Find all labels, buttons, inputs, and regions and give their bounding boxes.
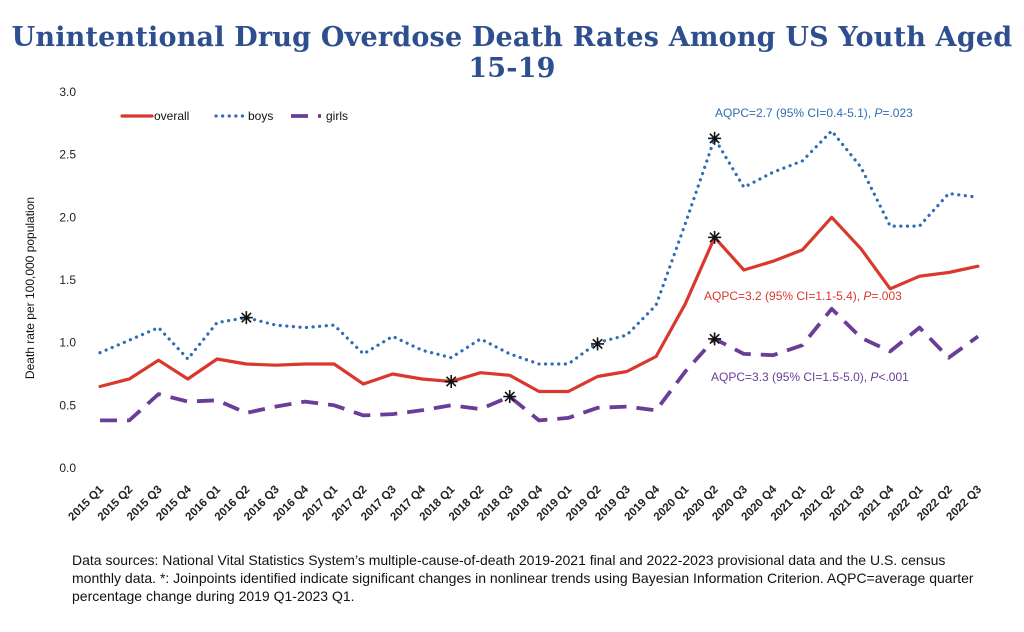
y-tick-label: 2.5 [59,148,76,162]
legend-label: girls [326,109,348,123]
joinpoint-marker [708,332,722,346]
footnote: Data sources: National Vital Statistics … [72,552,974,604]
joinpoint-marker [708,230,722,244]
y-tick-label: 1.0 [59,336,76,350]
joinpoint-marker [503,390,517,404]
y-tick-label: 0.0 [59,461,76,475]
legend-label: overall [154,109,189,123]
y-tick-label: 1.5 [59,273,76,287]
aqpc-annotation-boys: AQPC=2.7 (95% CI=0.4-5.1), P=.023 [715,106,913,120]
series-line-overall [98,215,980,394]
series-line-boys [98,129,980,366]
aqpc-annotation-girls: AQPC=3.3 (95% CI=1.5-5.0), P<.001 [711,370,909,384]
y-axis-ticks: 0.0 0.5 1.0 1.5 2.0 2.5 3.0 [59,85,76,475]
y-axis-label: Death rate per 100,000 population [23,197,37,379]
y-tick-label: 2.0 [59,210,76,224]
y-tick-label: 0.5 [59,398,76,412]
legend-item-girls: girls [291,109,348,123]
legend-item-overall: overall [120,109,189,123]
joinpoint-marker [444,375,458,389]
joinpoint-markers [239,131,722,404]
annotations: AQPC=2.7 (95% CI=0.4-5.1), P=.023 AQPC=3.… [704,106,913,384]
y-tick-label: 3.0 [59,85,76,99]
aqpc-annotation-overall: AQPC=3.2 (95% CI=1.1-5.4), P=.003 [704,289,902,303]
series-line-girls [100,306,980,423]
chart-title: Unintentional Drug Overdose Death Rates … [11,22,1013,84]
legend: overall boys girls [120,109,348,123]
joinpoint-marker [239,311,253,325]
legend-label: boys [248,109,273,123]
series-lines [98,129,980,423]
joinpoint-marker [591,337,605,351]
line-chart: 0.0 0.5 1.0 1.5 2.0 2.5 3.0 Death rate per 100… [23,85,984,523]
legend-item-boys: boys [214,109,273,123]
joinpoint-marker [708,131,722,145]
